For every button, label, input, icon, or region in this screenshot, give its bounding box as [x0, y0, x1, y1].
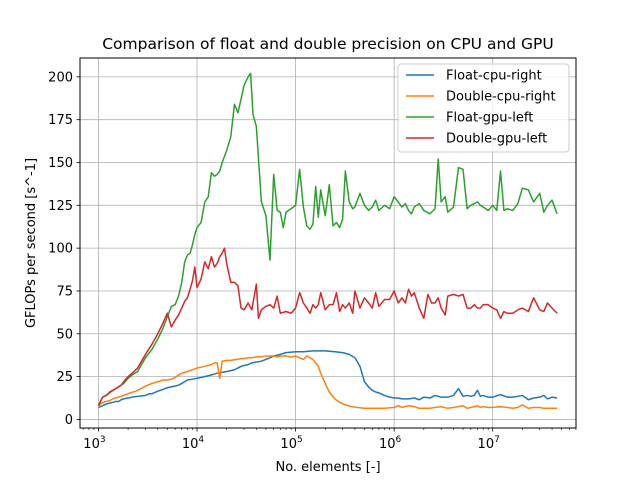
- y-axis-label: GFLOPs per second [s^-1]: [24, 158, 39, 328]
- x-axis-label: No. elements [-]: [275, 460, 380, 475]
- series-line-float-cpu-right: [98, 350, 558, 409]
- x-tick-exponent: 5: [297, 435, 303, 445]
- x-tick-label: 107: [478, 435, 500, 452]
- series-line-float-gpu-left: [97, 72, 558, 407]
- y-tick-label: 150: [48, 156, 73, 171]
- plot-frame: [79, 57, 577, 429]
- legend-label: Float-gpu-left: [446, 111, 533, 126]
- x-tick-label: 106: [379, 435, 402, 452]
- y-tick-label: 75: [56, 284, 73, 299]
- series-line-double-cpu-right: [97, 355, 558, 410]
- y-tick-label: 175: [48, 113, 73, 128]
- legend-label: Float-cpu-right: [446, 69, 542, 84]
- legend: Float-cpu-right Double-cpu-right Float-gpu…: [397, 63, 570, 153]
- x-tick-exponent: 7: [494, 435, 500, 445]
- series-layer: [97, 72, 558, 410]
- y-tick-label: 200: [48, 70, 73, 85]
- chart-title: Comparison of float and double precision…: [102, 35, 554, 53]
- legend-label: Double-gpu-left: [446, 132, 547, 147]
- x-tick-exponent: 3: [100, 435, 106, 445]
- y-tick-label: 0: [65, 413, 73, 428]
- legend-box: [397, 63, 570, 153]
- x-tick-exponent: 6: [396, 435, 402, 445]
- y-tick-label: 25: [56, 370, 73, 385]
- legend-label: Double-cpu-right: [446, 90, 556, 105]
- x-tick-base: 10: [379, 437, 396, 452]
- x-tick-base: 10: [182, 437, 199, 452]
- y-tick-label: 125: [48, 199, 73, 214]
- x-tick-label: 105: [280, 435, 302, 452]
- y-tick-label: 100: [48, 242, 73, 257]
- series-line-double-gpu-left: [97, 247, 558, 407]
- x-tick-exponent: 4: [198, 435, 204, 445]
- x-tick-base: 10: [478, 437, 495, 452]
- x-tick-base: 10: [280, 437, 297, 452]
- grid-layer: [80, 58, 576, 428]
- x-tick-label: 103: [83, 435, 105, 452]
- y-tick-label: 50: [56, 327, 73, 342]
- x-tick-base: 10: [83, 437, 100, 452]
- x-tick-label: 104: [182, 435, 205, 452]
